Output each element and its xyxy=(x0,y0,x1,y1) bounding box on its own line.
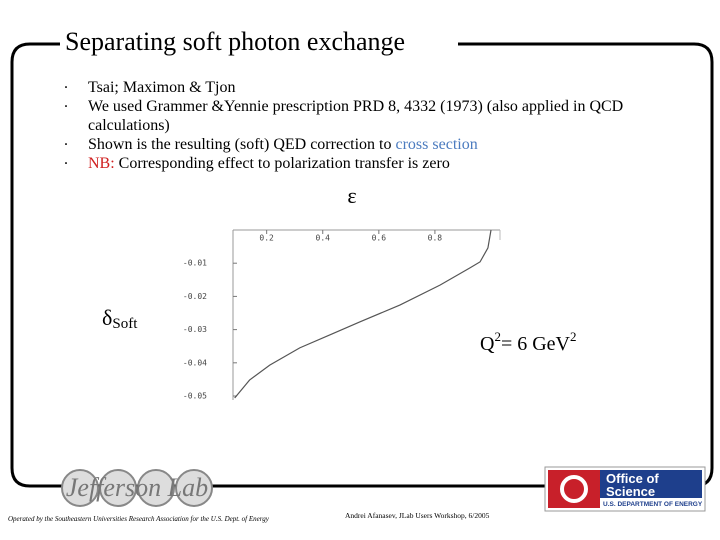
slide-frame xyxy=(10,42,714,488)
bullet-highlight: NB: xyxy=(88,155,115,172)
bullet-text: Tsai; Maximon & Tjon xyxy=(88,79,236,96)
bullet-list: Tsai; Maximon & Tjon We used Grammer &Ye… xyxy=(64,74,650,173)
bullet: We used Grammer &Yennie prescription PRD… xyxy=(64,93,650,135)
annotation-part: = 6 GeV xyxy=(501,333,571,355)
y-label-subscript: Soft xyxy=(112,316,138,332)
annotation-sup: 2 xyxy=(570,329,577,344)
x-tick-label: 0.6 xyxy=(372,234,387,243)
y-tick-label: -0.02 xyxy=(183,292,207,301)
bullet: Shown is the resulting (soft) QED correc… xyxy=(64,131,650,154)
bullet-text: Corresponding effect to polarization tra… xyxy=(114,155,450,172)
jlab-logo: Jefferson Lab xyxy=(61,469,213,507)
annotation: Q2= 6 GeV2 xyxy=(480,329,577,355)
doe-logo: Office of Science U.S. DEPARTMENT OF ENE… xyxy=(544,466,706,512)
bullet-text: We used Grammer &Yennie prescription PRD… xyxy=(88,98,624,134)
x-tick-label: 0.4 xyxy=(316,234,331,243)
doe-logo-text: U.S. DEPARTMENT OF ENERGY xyxy=(603,501,703,508)
y-label-symbol: δ xyxy=(102,305,112,330)
bullet-highlight: cross section xyxy=(395,136,478,153)
plot: 0.2 0.4 0.6 0.8 -0.01 -0.02 -0.03 -0.04 -0.05 xyxy=(183,229,501,401)
y-tick-label: -0.01 xyxy=(183,259,207,268)
x-tick-label: 0.2 xyxy=(259,234,274,243)
annotation-part: Q xyxy=(480,333,495,355)
y-tick-label: -0.03 xyxy=(183,325,207,334)
y-tick-label: -0.05 xyxy=(183,392,207,401)
slide-title: Separating soft photon exchange xyxy=(65,27,405,56)
bullet-text: Shown is the resulting (soft) QED correc… xyxy=(88,136,396,153)
annotation-sup: 2 xyxy=(494,329,501,344)
doe-logo-text: Office of xyxy=(606,471,659,486)
curve xyxy=(234,229,492,399)
y-axis-label: δSoft xyxy=(102,305,138,332)
bullet: NB: Corresponding effect to polarization… xyxy=(64,150,650,173)
doe-logo-text: Science xyxy=(606,484,655,499)
x-axis-label: ε xyxy=(347,183,356,208)
operated-by: Operated by the Southeastern Universitie… xyxy=(8,515,270,523)
bullet: Tsai; Maximon & Tjon xyxy=(64,74,650,97)
x-tick-label: 0.8 xyxy=(428,234,443,243)
y-tick-label: -0.04 xyxy=(183,358,207,367)
footer: Andrei Afanasev, JLab Users Workshop, 6/… xyxy=(345,511,490,520)
jlab-logo-text: Jefferson Lab xyxy=(66,473,208,502)
